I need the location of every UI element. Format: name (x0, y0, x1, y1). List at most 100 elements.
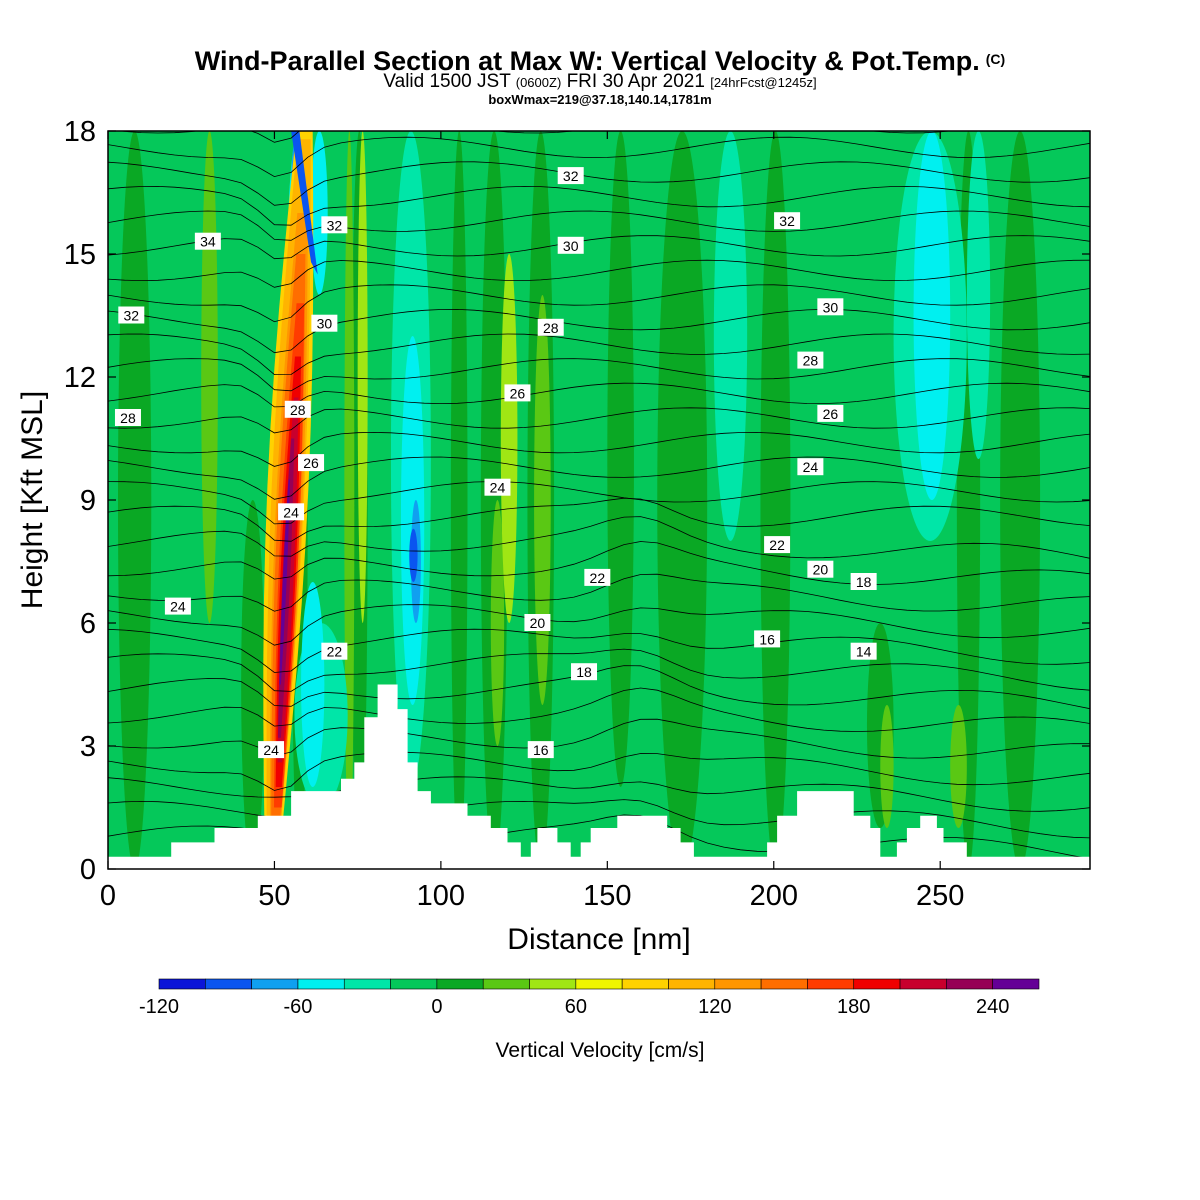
colorbar-swatch (158, 978, 206, 990)
colorbar-swatch (251, 978, 299, 990)
theta-isoline (108, 665, 1090, 710)
theta-label: 24 (484, 478, 511, 496)
theta-isoline (108, 481, 1090, 525)
theta-label-box (284, 400, 311, 418)
theta-label-box (321, 642, 348, 660)
colorbar-swatch (529, 978, 577, 990)
forecast-info: [24hrFcst@1245z] (710, 75, 817, 90)
velocity-contour-region (534, 295, 551, 705)
y-tick-label: 6 (80, 608, 96, 640)
theta-isoline (108, 456, 1090, 500)
theta-label: 30 (557, 236, 584, 254)
velocity-contour-region (950, 705, 967, 828)
theta-label: 28 (284, 400, 311, 418)
theta-label: 24 (258, 741, 285, 759)
theta-isoline (108, 687, 1090, 732)
valid-date: FRI 30 Apr 2021 (566, 71, 705, 92)
box-wmax-info: boxWmax=219@37.18,140.14,1781m (488, 92, 712, 107)
velocity-contour-region (913, 131, 951, 500)
theta-isoline (108, 776, 1090, 812)
theta-label: 30 (311, 314, 338, 332)
theta-label: 18 (571, 663, 598, 681)
theta-label: 32 (774, 212, 801, 230)
velocity-contour-region (344, 131, 355, 869)
theta-label-text: 30 (317, 316, 333, 332)
theta-label-box (817, 404, 844, 422)
theta-label: 16 (527, 741, 554, 759)
theta-label-box (557, 236, 584, 254)
colorbar-tick-label: -120 (139, 996, 179, 1018)
theta-label-text: 22 (327, 644, 343, 660)
theta-label: 32 (321, 216, 348, 234)
colorbar-swatch (436, 978, 484, 990)
y-tick-label: 12 (64, 362, 96, 394)
theta-label-text: 16 (759, 631, 775, 647)
theta-label-text: 28 (120, 410, 136, 426)
theta-isoline (108, 541, 1090, 585)
theta-label-box (278, 503, 305, 521)
theta-label-text: 30 (823, 299, 839, 315)
theta-isoline (108, 497, 1090, 542)
theta-isoline (117, 131, 954, 143)
theta-isoline (108, 136, 1090, 178)
theta-label-text: 26 (823, 406, 839, 422)
theta-label-box (807, 560, 834, 578)
theta-label-text: 26 (510, 385, 526, 401)
theta-label-text: 18 (576, 664, 592, 680)
theta-label: 26 (504, 384, 531, 402)
theta-label-box (797, 351, 824, 369)
theta-label: 16 (754, 630, 781, 648)
theta-label-text: 32 (327, 217, 343, 233)
updraft-core-band (279, 479, 291, 685)
x-tick-label: 200 (750, 880, 798, 912)
velocity-contour-region (409, 528, 418, 582)
theta-isoline (108, 431, 1090, 467)
y-axis-label: Height [Kft MSL] (16, 391, 49, 609)
colorbar-swatch (946, 978, 993, 990)
theta-label: 32 (118, 306, 145, 324)
theta-isoline (108, 573, 1090, 612)
chart-title: Wind-Parallel Section at Max W: Vertical… (0, 44, 1200, 76)
theta-label: 20 (524, 614, 551, 631)
theta-label-text: 20 (530, 615, 546, 631)
theta-label-text: 22 (769, 537, 785, 553)
theta-label-box (774, 212, 801, 230)
velocity-contour-region (966, 131, 991, 459)
chart-subtitle: Valid 1500 JST (0600Z) FRI 30 Apr 2021 [… (0, 72, 1200, 93)
x-axis-label: Distance [nm] (507, 923, 690, 956)
theta-label-text: 32 (563, 168, 579, 184)
theta-isoline (108, 604, 1090, 646)
theta-label-text: 32 (779, 213, 795, 229)
theta-isoline (108, 648, 1090, 692)
colorbar-swatch (621, 978, 669, 990)
theta-label-box (311, 314, 338, 332)
y-tick-label: 0 (80, 854, 96, 886)
theta-isoline (108, 333, 1090, 376)
theta-labels: 34 32 28 24 32 30 28 26 24 22 24 32 30 28 26 24 22 20 18 16… (114, 167, 877, 759)
theta-label-box (584, 568, 611, 586)
theta-label-box (258, 741, 285, 759)
theta-label-box (504, 384, 531, 402)
velocity-contour-region (880, 705, 894, 828)
colorbar-swatch (390, 978, 438, 990)
colorbar-tick-label: -60 (283, 996, 312, 1018)
theta-label-text: 28 (543, 320, 559, 336)
theta-label-text: 28 (803, 353, 819, 369)
velocity-contour-region (241, 500, 265, 869)
x-tick-label: 250 (916, 880, 964, 912)
theta-label-text: 16 (533, 742, 549, 758)
theta-label: 22 (321, 642, 348, 660)
theta-label: 32 (557, 167, 584, 185)
colorbar-swatch (668, 978, 716, 990)
theta-label-box (571, 663, 598, 681)
theta-label: 26 (817, 404, 844, 422)
colorbar-swatch (714, 978, 762, 990)
theta-isoline (108, 284, 1090, 323)
colorbar-swatch (205, 978, 252, 990)
theta-label-box (817, 298, 844, 316)
y-tick-label: 18 (64, 116, 96, 148)
theta-label: 22 (584, 568, 611, 586)
theta-label-box (524, 614, 551, 631)
theta-label-text: 26 (303, 455, 319, 471)
